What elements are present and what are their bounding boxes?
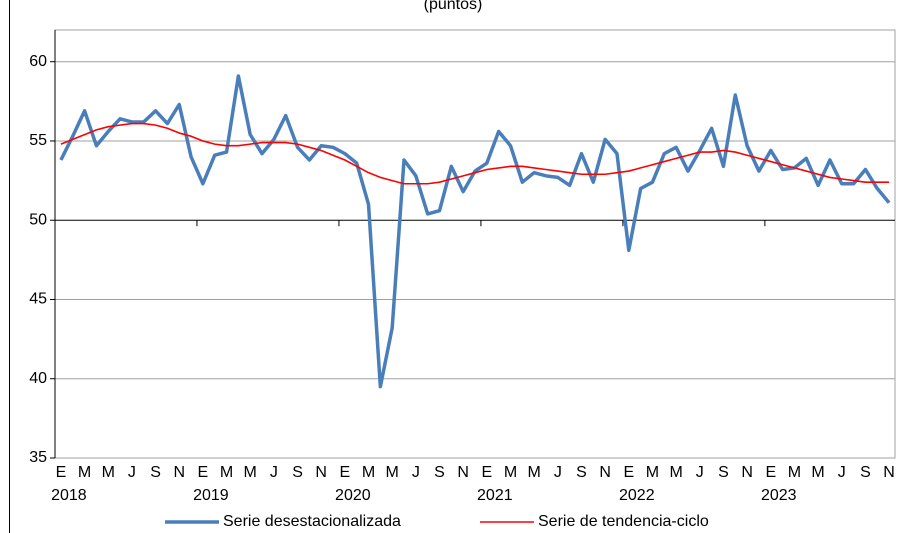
x-tick-label: S: [576, 464, 587, 481]
x-tick-label: M: [78, 464, 91, 481]
x-tick-label: J: [128, 464, 136, 481]
y-tick-label: 40: [29, 370, 47, 387]
x-tick-label: S: [292, 464, 303, 481]
x-tick-label: N: [741, 464, 753, 481]
x-tick-label: J: [696, 464, 704, 481]
y-tick-label: 50: [29, 211, 47, 228]
x-tick-label: M: [788, 464, 801, 481]
x-tick-label: M: [504, 464, 517, 481]
x-tick-label: M: [244, 464, 257, 481]
x-tick-label: S: [860, 464, 871, 481]
x-tick-label: N: [457, 464, 469, 481]
x-tick-label: E: [198, 464, 209, 481]
legend-label: Serie de tendencia-ciclo: [538, 513, 709, 530]
x-tick-label: N: [173, 464, 185, 481]
x-group-label: 2023: [761, 487, 797, 504]
x-tick-label: M: [386, 464, 399, 481]
x-tick-label: N: [883, 464, 895, 481]
x-tick-label: S: [434, 464, 445, 481]
x-tick-label: J: [270, 464, 278, 481]
y-tick-label: 60: [29, 53, 47, 70]
x-tick-label: M: [646, 464, 659, 481]
x-group-label: 2020: [335, 487, 371, 504]
x-tick-label: M: [102, 464, 115, 481]
x-tick-label: E: [623, 464, 634, 481]
y-tick-label: 55: [29, 132, 47, 149]
x-tick-label: M: [527, 464, 540, 481]
x-group-label: 2019: [193, 487, 229, 504]
x-tick-label: J: [412, 464, 420, 481]
x-tick-label: E: [481, 464, 492, 481]
x-tick-label: N: [599, 464, 611, 481]
x-tick-label: M: [220, 464, 233, 481]
x-tick-label: E: [56, 464, 67, 481]
x-tick-label: J: [554, 464, 562, 481]
x-group-label: 2022: [619, 487, 655, 504]
plot-area: [54, 29, 896, 459]
chart-subtitle: (puntos): [424, 0, 483, 13]
data-line: [59, 74, 891, 389]
x-tick-label: S: [718, 464, 729, 481]
x-tick-label: N: [315, 464, 327, 481]
x-tick-label: E: [765, 464, 776, 481]
x-tick-label: M: [362, 464, 375, 481]
x-group-label: 2018: [51, 487, 87, 504]
x-tick-label: M: [811, 464, 824, 481]
y-tick-label: 45: [29, 291, 47, 308]
x-tick-label: J: [838, 464, 846, 481]
x-tick-label: E: [340, 464, 351, 481]
data-line: [60, 122, 890, 185]
x-group-label: 2021: [477, 487, 513, 504]
legend-label: Serie desestacionalizada: [223, 513, 401, 530]
x-tick-label: M: [669, 464, 682, 481]
x-tick-label: S: [150, 464, 161, 481]
y-tick-label: 35: [29, 449, 47, 466]
